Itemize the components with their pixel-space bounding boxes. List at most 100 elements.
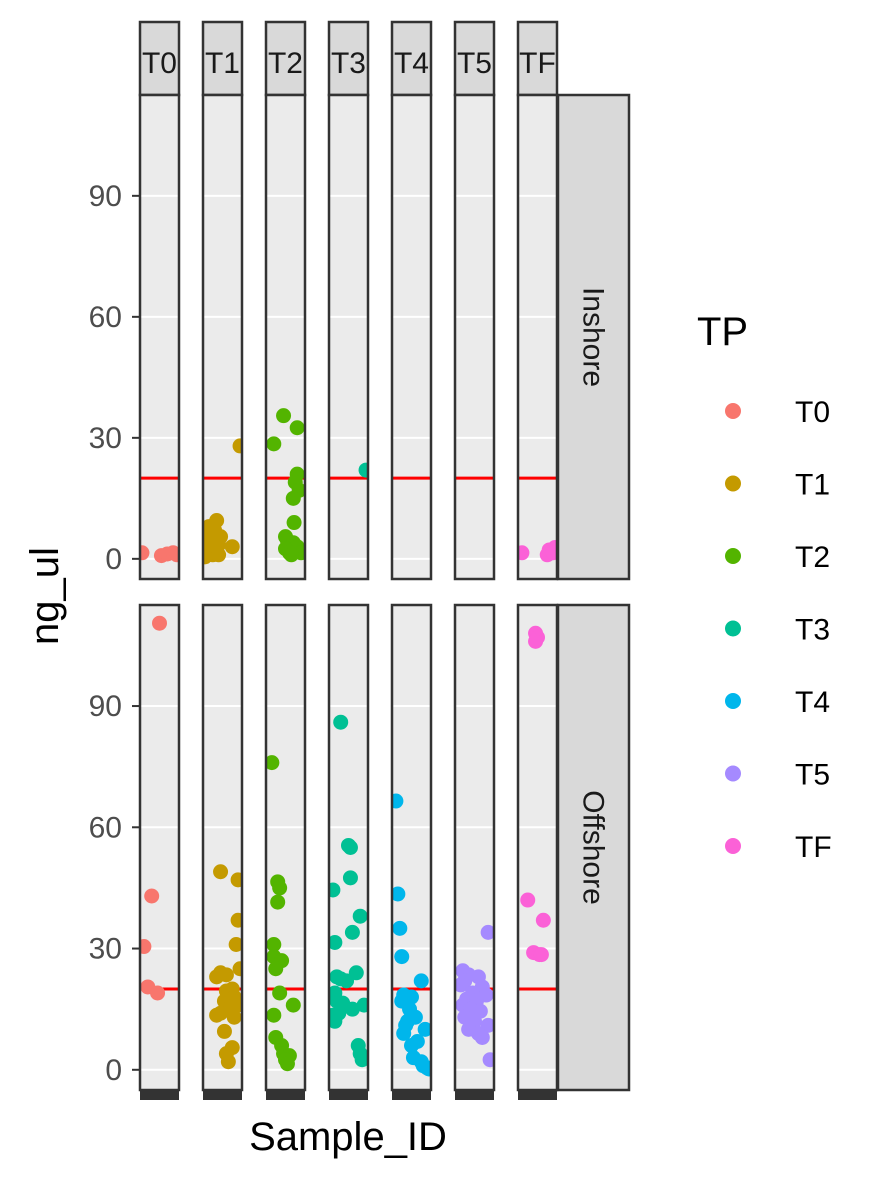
column-strip-T5 xyxy=(453,20,496,97)
data-point-T2 xyxy=(268,961,284,977)
data-point-TF xyxy=(528,633,544,649)
y-axis-title: ng_ul xyxy=(23,547,67,645)
data-point-T1 xyxy=(209,969,225,985)
data-point-T4 xyxy=(404,1038,419,1054)
panels-layer: T0 T1 T2 T3 T4 T5 TF Inshore Offshore xyxy=(138,20,631,1092)
x-tick-mark-T0 xyxy=(140,1091,179,1100)
panel-background xyxy=(518,95,557,579)
y-tick-label: 90 xyxy=(89,180,122,213)
panel-border xyxy=(453,93,496,581)
panel-content xyxy=(329,705,368,1071)
data-point-T4 xyxy=(413,973,429,989)
panel-inshore-TF xyxy=(516,93,559,581)
panel-content xyxy=(392,194,431,560)
panel-border xyxy=(390,93,433,581)
panel-offshore-TF xyxy=(516,603,559,1092)
panel-offshore-T3 xyxy=(327,603,370,1092)
legend-label-T1: T1 xyxy=(795,469,830,502)
panel-content xyxy=(518,194,557,563)
panel-background xyxy=(392,95,431,579)
data-point-T3 xyxy=(342,870,358,886)
panel-border xyxy=(453,603,496,1092)
panel-border xyxy=(201,93,244,581)
data-point-T0 xyxy=(144,888,160,904)
y-tick-label: 30 xyxy=(89,422,122,455)
panel-inshore-T3 xyxy=(327,93,370,581)
panel-border xyxy=(516,603,559,1092)
panel-content xyxy=(203,705,242,1071)
panel-border xyxy=(264,93,307,581)
panel-border xyxy=(327,603,370,1092)
y-tick-label: 0 xyxy=(105,1054,122,1087)
panel-background xyxy=(455,95,494,579)
data-point-T2 xyxy=(266,436,282,452)
data-point-T2 xyxy=(289,420,305,436)
panel-inshore-T1 xyxy=(201,93,244,581)
legend-label-T4: T4 xyxy=(795,686,830,719)
data-point-T1 xyxy=(228,937,242,952)
legend: TP T0 T1 T2 T3 T4 T5 TF xyxy=(697,310,832,864)
data-point-T5 xyxy=(480,924,494,940)
panel-inshore-T5 xyxy=(453,93,496,581)
data-point-T4 xyxy=(392,920,408,936)
column-strip-label-T0: T0 xyxy=(142,47,177,80)
legend-label-T5: T5 xyxy=(795,759,830,792)
panel-background xyxy=(518,605,557,1090)
panel-content xyxy=(392,705,431,1077)
x-axis xyxy=(140,1091,557,1100)
data-point-T2 xyxy=(285,490,301,506)
data-point-T1 xyxy=(226,1009,242,1025)
data-point-T2 xyxy=(285,997,301,1013)
column-strip-label-T5: T5 xyxy=(457,47,492,80)
panel-background xyxy=(140,95,179,579)
panel-inshore-T4 xyxy=(390,93,433,581)
x-tick-mark-T1 xyxy=(203,1091,242,1100)
data-point-T1 xyxy=(230,912,242,928)
y-tick-label: 60 xyxy=(89,301,122,334)
column-strip-label-T1: T1 xyxy=(205,47,240,80)
legend-swatch-T3 xyxy=(725,620,741,637)
data-point-T2 xyxy=(286,515,302,531)
data-point-T2 xyxy=(283,547,299,563)
y-tick-label: 30 xyxy=(89,933,122,966)
data-point-T5 xyxy=(482,1052,494,1068)
data-point-T1 xyxy=(209,1007,225,1023)
panel-background xyxy=(203,95,242,579)
data-point-T2 xyxy=(272,985,288,1001)
x-tick-mark-T3 xyxy=(329,1091,368,1100)
data-point-T4 xyxy=(392,886,406,902)
data-point-T2 xyxy=(279,1056,295,1072)
legend-label-T0: T0 xyxy=(795,396,830,429)
panel-content xyxy=(266,194,305,563)
data-point-T0 xyxy=(140,939,152,955)
panel-border xyxy=(138,603,181,1092)
data-point-T1 xyxy=(220,1054,236,1070)
data-point-T3 xyxy=(329,934,343,950)
data-point-T3 xyxy=(344,1001,360,1017)
legend-swatch-TF xyxy=(725,838,741,854)
panel-offshore-T5 xyxy=(453,603,496,1092)
panel-content xyxy=(140,615,179,1071)
legend-swatch-T0 xyxy=(725,403,741,419)
data-point-T2 xyxy=(276,408,292,424)
row-strip-label-offshore: Offshore xyxy=(577,790,610,905)
data-point-T3 xyxy=(339,973,355,989)
data-point-T3 xyxy=(329,882,341,898)
panel-inshore-T0 xyxy=(138,93,181,581)
panel-content xyxy=(455,705,494,1071)
column-strip-label-T2: T2 xyxy=(268,47,303,80)
data-point-T5 xyxy=(474,1029,490,1045)
panel-content xyxy=(518,625,557,1071)
panel-content xyxy=(266,705,305,1072)
data-point-T1 xyxy=(224,539,240,555)
column-strip-label-T3: T3 xyxy=(331,47,366,80)
panel-content xyxy=(455,194,494,560)
column-strip-label-T4: T4 xyxy=(394,47,429,80)
data-point-T4 xyxy=(421,1061,431,1077)
panel-offshore-T1 xyxy=(201,603,244,1092)
data-point-T0 xyxy=(169,547,179,563)
data-point-TF xyxy=(518,545,530,561)
data-point-T3 xyxy=(358,462,368,478)
data-point-TF xyxy=(520,892,536,908)
